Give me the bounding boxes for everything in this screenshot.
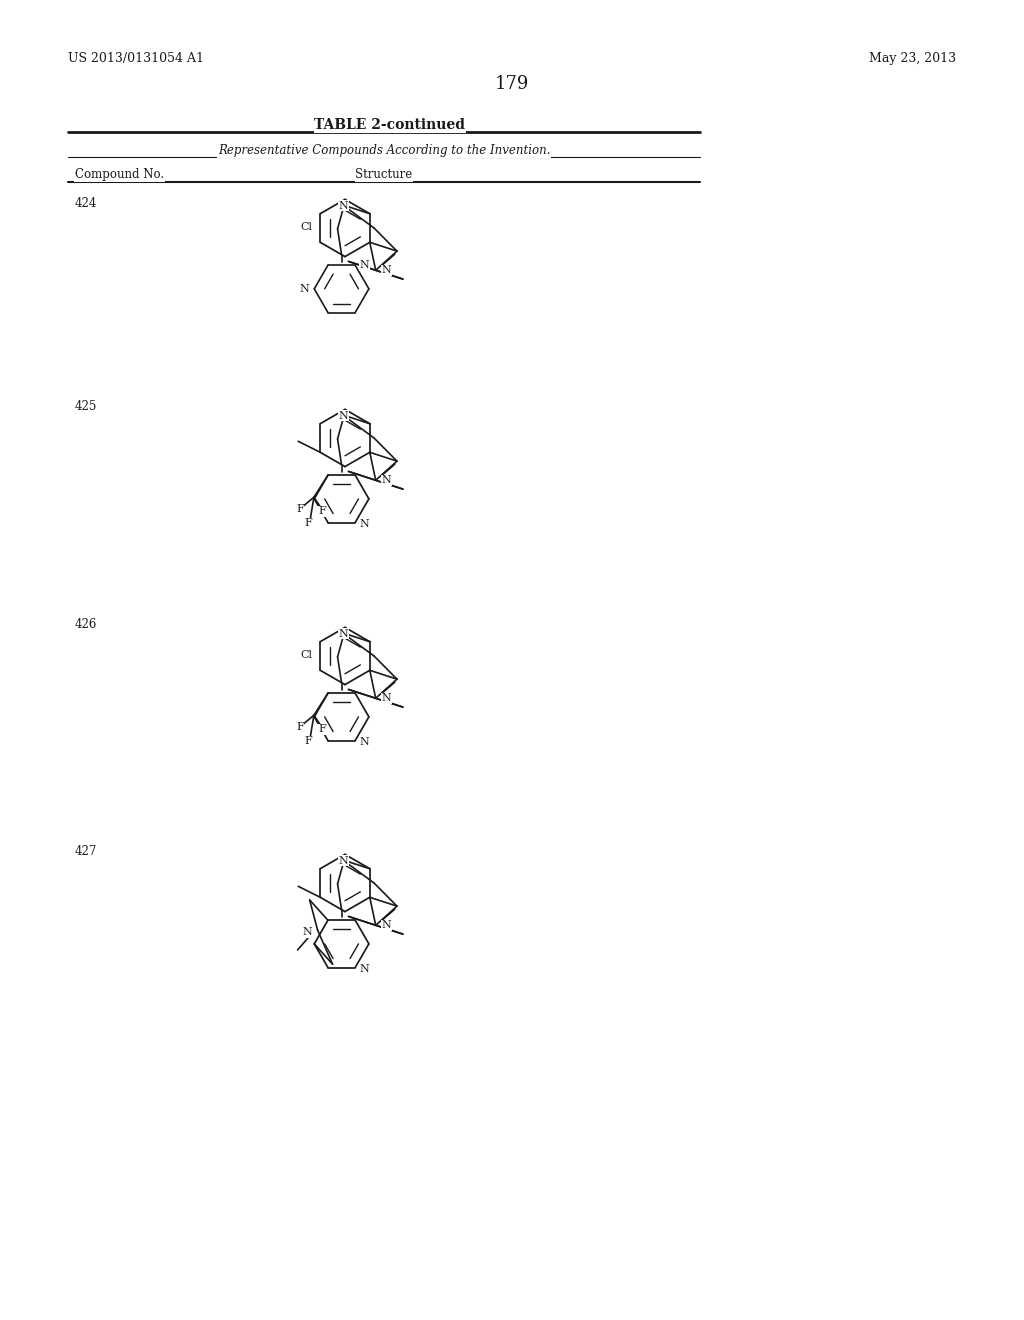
Text: N: N	[339, 855, 348, 866]
Text: F: F	[304, 737, 311, 746]
Text: N: N	[382, 693, 391, 704]
Text: N: N	[339, 201, 348, 211]
Text: Representative Compounds According to the Invention.: Representative Compounds According to th…	[218, 144, 550, 157]
Text: 179: 179	[495, 75, 529, 92]
Text: TABLE 2-continued: TABLE 2-continued	[314, 117, 466, 132]
Text: N: N	[359, 964, 369, 974]
Text: 427: 427	[75, 845, 97, 858]
Text: F: F	[296, 722, 304, 733]
Text: F: F	[318, 725, 326, 734]
Text: N: N	[359, 737, 369, 747]
Text: N: N	[359, 519, 369, 528]
Text: F: F	[296, 504, 304, 515]
Text: Compound No.: Compound No.	[75, 168, 164, 181]
Text: Cl: Cl	[300, 651, 312, 660]
Text: N: N	[382, 475, 391, 486]
Text: N: N	[382, 265, 391, 276]
Text: F: F	[304, 519, 311, 528]
Text: US 2013/0131054 A1: US 2013/0131054 A1	[68, 51, 204, 65]
Text: 424: 424	[75, 197, 97, 210]
Text: N: N	[299, 284, 309, 294]
Text: 425: 425	[75, 400, 97, 413]
Text: May 23, 2013: May 23, 2013	[869, 51, 956, 65]
Text: 426: 426	[75, 618, 97, 631]
Text: N: N	[303, 927, 312, 937]
Text: Cl: Cl	[300, 222, 312, 232]
Text: Structure: Structure	[355, 168, 413, 181]
Text: N: N	[382, 920, 391, 931]
Text: N: N	[339, 628, 348, 639]
Text: F: F	[318, 506, 326, 516]
Text: N: N	[339, 411, 348, 421]
Text: N: N	[359, 260, 369, 271]
